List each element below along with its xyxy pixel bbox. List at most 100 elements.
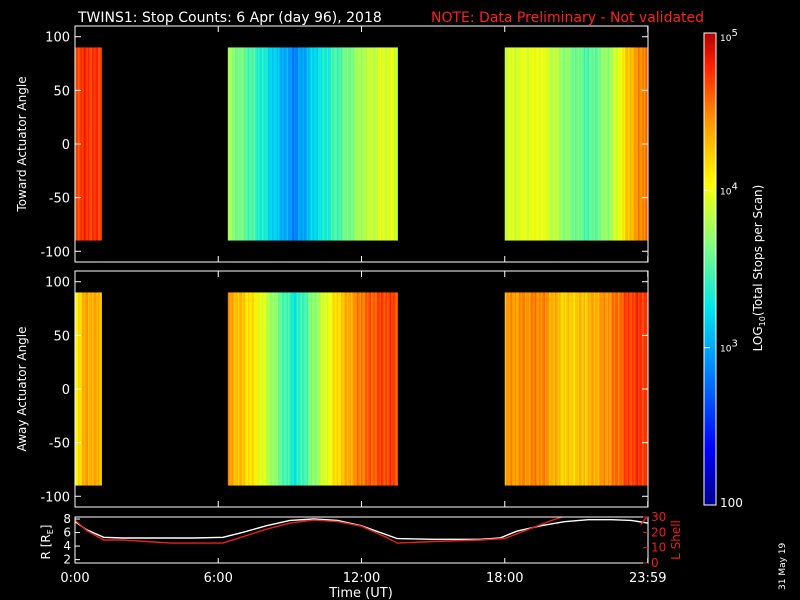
heatmap-column: [92, 47, 95, 241]
heatmap-column: [544, 47, 547, 241]
heatmap-column: [550, 292, 553, 486]
heatmap-column: [632, 292, 635, 486]
heatmap-column: [352, 47, 355, 241]
heatmap-column: [303, 47, 306, 241]
heatmap-column: [577, 47, 580, 241]
heatmap-column: [325, 292, 328, 486]
heatmap-column: [553, 292, 556, 486]
heatmap-column: [83, 292, 86, 486]
ytick-label: 0: [62, 383, 70, 398]
heatmap-column: [540, 292, 543, 486]
heatmap-column: [595, 292, 598, 486]
heatmap-column: [372, 292, 375, 486]
heatmap-column: [305, 47, 308, 241]
heatmap-column: [249, 47, 252, 241]
heatmap-column: [540, 47, 543, 241]
panel-toward-yticks: 100 50 0 -50 -100: [40, 26, 649, 262]
heatmap-column: [242, 292, 245, 486]
heatmap-column: [265, 47, 268, 241]
heatmap-column: [610, 47, 613, 241]
heatmap-column: [333, 292, 336, 486]
heatmap-column: [516, 47, 519, 241]
heatmap-column: [569, 47, 572, 241]
heatmap-column: [388, 292, 391, 486]
heatmap-column: [612, 47, 615, 241]
heatmap-column: [319, 292, 322, 486]
heatmap-column: [351, 47, 354, 241]
heatmap-column: [524, 292, 527, 486]
ytick-label-left: 4: [63, 539, 71, 553]
heatmap-column: [299, 292, 302, 486]
heatmap-column: [541, 47, 545, 241]
heatmap-column: [240, 47, 243, 241]
heatmap-column: [516, 292, 519, 486]
panel-toward-ylabel: Toward Actuator Angle: [15, 76, 29, 212]
ytick-label-right: 30: [651, 510, 666, 524]
heatmap-column: [83, 47, 86, 241]
heatmap-column: [549, 47, 552, 241]
heatmap-column: [270, 47, 273, 241]
heatmap-column: [325, 47, 328, 241]
heatmap-column: [393, 47, 396, 241]
heatmap-column: [285, 292, 288, 486]
heatmap-column: [372, 47, 375, 241]
heatmap-column: [596, 292, 599, 486]
heatmap-column: [293, 292, 296, 486]
heatmap-column: [293, 47, 296, 241]
heatmap-column: [322, 47, 325, 241]
heatmap-column: [97, 47, 100, 241]
heatmap-column: [506, 292, 509, 486]
heatmap-column: [615, 292, 618, 486]
heatmap-column: [371, 47, 374, 241]
heatmap-column: [633, 292, 636, 486]
heatmap-column: [527, 292, 530, 486]
heatmap-column: [336, 292, 339, 486]
heatmap-column: [246, 292, 249, 486]
heatmap-column: [328, 292, 331, 486]
heatmap-column: [300, 47, 303, 241]
heatmap-column: [363, 292, 366, 486]
heatmap-column: [549, 292, 552, 486]
heatmap-column: [242, 47, 245, 241]
heatmap-column: [574, 292, 577, 486]
heatmap-column: [280, 47, 283, 241]
heatmap-column: [322, 292, 325, 486]
heatmap-column: [626, 292, 629, 486]
heatmap-column: [329, 47, 332, 241]
heatmap-column: [606, 292, 609, 486]
xtick-label: 12:00: [343, 571, 380, 586]
heatmap-column: [385, 292, 388, 486]
heatmap-column: [514, 292, 517, 486]
colorbar-tick-base: 10: [720, 187, 732, 197]
heatmap-column: [513, 292, 516, 486]
heatmap-column: [620, 292, 623, 486]
heatmap-column: [637, 47, 640, 241]
heatmap-column: [97, 292, 100, 486]
orbit-xlabel: Time (UT): [328, 586, 393, 600]
panel-toward: 100 50 0 -50 -100 Toward Actuator Angle: [15, 25, 649, 263]
heatmap-column: [530, 47, 533, 241]
heatmap-column: [339, 292, 342, 486]
orbit-lines: [75, 517, 648, 544]
heatmap-column: [260, 47, 263, 241]
heatmap-column: [292, 292, 295, 486]
heatmap-column: [613, 47, 616, 241]
heatmap-column: [285, 47, 288, 241]
heatmap-column: [252, 47, 255, 241]
heatmap-column: [232, 292, 235, 486]
heatmap-column: [236, 292, 239, 486]
heatmap-column: [233, 292, 236, 486]
heatmap-column: [573, 47, 576, 241]
colorbar-label-sub: 10: [758, 316, 767, 326]
heatmap-column: [295, 292, 298, 486]
heatmap-column: [371, 292, 374, 486]
heatmap-column: [507, 47, 510, 241]
heatmap-column: [559, 292, 562, 486]
heatmap-column: [541, 292, 545, 486]
heatmap-column: [584, 47, 587, 241]
heatmap-column: [607, 47, 610, 241]
heatmap-column: [276, 292, 279, 486]
heatmap-column: [560, 47, 563, 241]
heatmap-column: [625, 47, 628, 241]
